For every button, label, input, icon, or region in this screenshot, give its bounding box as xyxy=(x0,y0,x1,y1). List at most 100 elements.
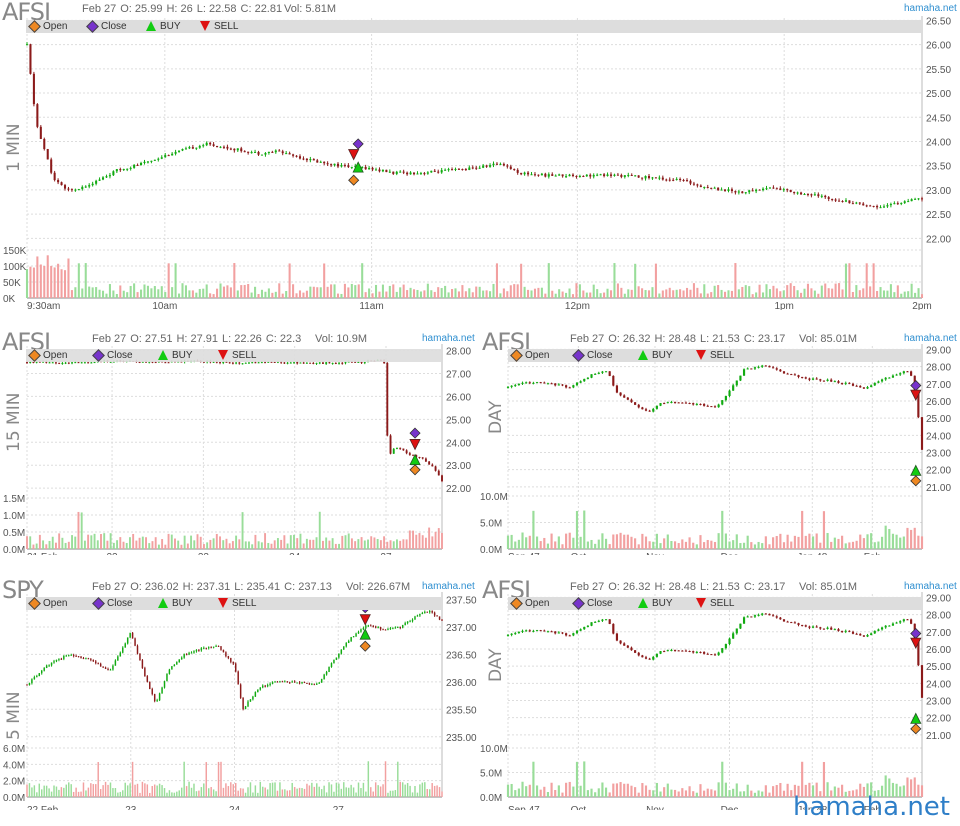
volume-bar xyxy=(428,527,431,549)
candle-body xyxy=(461,169,464,171)
sell-marker xyxy=(348,149,360,161)
y-tick-label: 237.50 xyxy=(446,595,477,606)
volume-readout: Vol: 10.9M xyxy=(315,333,367,345)
y-tick-label: 26.00 xyxy=(926,41,951,52)
x-tick-label: 23 xyxy=(125,805,137,810)
candle-body xyxy=(900,202,903,204)
candle-body xyxy=(355,633,357,637)
candle-body xyxy=(168,669,171,674)
volume-bar xyxy=(134,784,136,797)
candle-body xyxy=(891,623,895,626)
volume-bar xyxy=(58,789,60,797)
candle-body xyxy=(877,381,880,383)
brand-link[interactable]: hamaha.net xyxy=(422,581,475,592)
volume-bar xyxy=(144,783,146,797)
volume-bar xyxy=(254,785,257,797)
candle-body xyxy=(672,179,675,181)
volume-bar xyxy=(699,535,702,549)
volume-bar xyxy=(347,287,350,298)
volume-bar xyxy=(313,786,316,797)
legend-close-label: Close xyxy=(107,598,133,609)
candle-body xyxy=(568,635,571,637)
candle-body xyxy=(36,676,38,678)
volume-bar xyxy=(156,785,158,797)
volume-bar xyxy=(146,285,149,298)
x-tick-label: 9:30am xyxy=(27,301,60,310)
candle-body xyxy=(416,615,419,617)
volume-bar xyxy=(401,782,404,797)
volume-bar xyxy=(325,537,328,549)
legend-close-label: Close xyxy=(101,21,127,32)
volume-bar xyxy=(441,532,443,549)
footer-brand[interactable]: hamaha.net xyxy=(792,792,950,822)
vol-tick-label: 150K xyxy=(3,246,27,257)
brand-link[interactable]: hamaha.net xyxy=(904,581,957,592)
candle-body xyxy=(772,615,775,617)
candle-body xyxy=(506,386,510,388)
candle-body xyxy=(146,676,149,682)
volume-bar xyxy=(74,536,77,549)
candle-body xyxy=(721,648,724,653)
candle-body xyxy=(364,166,367,170)
volume-bar xyxy=(406,290,409,298)
volume-bar xyxy=(209,293,212,298)
y-tick-label: 23.00 xyxy=(926,186,951,197)
candle-body xyxy=(888,625,891,627)
volume-bar xyxy=(322,540,324,549)
close-marker xyxy=(352,138,364,150)
candle-body xyxy=(758,189,761,191)
candle-body xyxy=(178,659,180,663)
volume-bar xyxy=(582,290,585,298)
volume-readout: Vol: 5.81M xyxy=(284,3,336,15)
x-tick-label: 27 xyxy=(380,552,392,555)
candle-body xyxy=(554,383,557,386)
volume-bar xyxy=(751,294,754,298)
volume-bar xyxy=(866,534,869,549)
volume-bar xyxy=(216,288,219,298)
candle-body xyxy=(122,647,124,653)
volume-bar xyxy=(681,788,684,797)
candle-body xyxy=(29,361,32,363)
candle-body xyxy=(810,194,813,196)
volume-bar xyxy=(663,787,666,797)
volume-bar xyxy=(379,540,382,549)
candle-body xyxy=(713,654,717,656)
candle-body xyxy=(668,179,671,181)
candle-body xyxy=(29,44,32,74)
brand-link[interactable]: hamaha.net xyxy=(904,333,957,344)
candle-body xyxy=(616,174,619,176)
volume-bar xyxy=(67,258,70,298)
legend-bar: Open Close BUY SELL xyxy=(26,348,442,362)
volume-bar xyxy=(109,782,112,797)
timeframe-label: 15 MIN xyxy=(4,392,24,452)
candle-body xyxy=(920,417,924,450)
volume-bar xyxy=(594,792,597,797)
candle-body xyxy=(181,148,184,151)
candle-body xyxy=(293,361,295,363)
legend-buy: BUY xyxy=(638,597,673,610)
candle-body xyxy=(347,361,350,363)
volume-bar xyxy=(97,762,99,797)
volume-bar xyxy=(164,292,167,298)
volume-bar xyxy=(917,784,920,797)
volume-bar xyxy=(205,284,208,298)
volume-bar xyxy=(801,510,804,549)
volume-bar xyxy=(748,286,751,298)
volume-bar xyxy=(273,540,276,549)
candle-body xyxy=(101,177,105,180)
candle-body xyxy=(706,405,709,407)
candle-body xyxy=(303,681,306,683)
candle-body xyxy=(271,151,274,153)
volume-bar xyxy=(739,791,742,797)
volume-bar xyxy=(596,289,599,298)
brand-link[interactable]: hamaha.net xyxy=(904,3,957,14)
candle-body xyxy=(395,171,398,174)
legend-open: Open xyxy=(510,596,549,610)
volume-bar xyxy=(168,790,171,797)
candle-body xyxy=(917,638,920,666)
candle-body xyxy=(193,651,195,653)
brand-link[interactable]: hamaha.net xyxy=(422,333,475,344)
x-tick-label: Oct xyxy=(571,805,587,810)
candle-body xyxy=(205,647,207,649)
volume-bar xyxy=(352,787,355,797)
